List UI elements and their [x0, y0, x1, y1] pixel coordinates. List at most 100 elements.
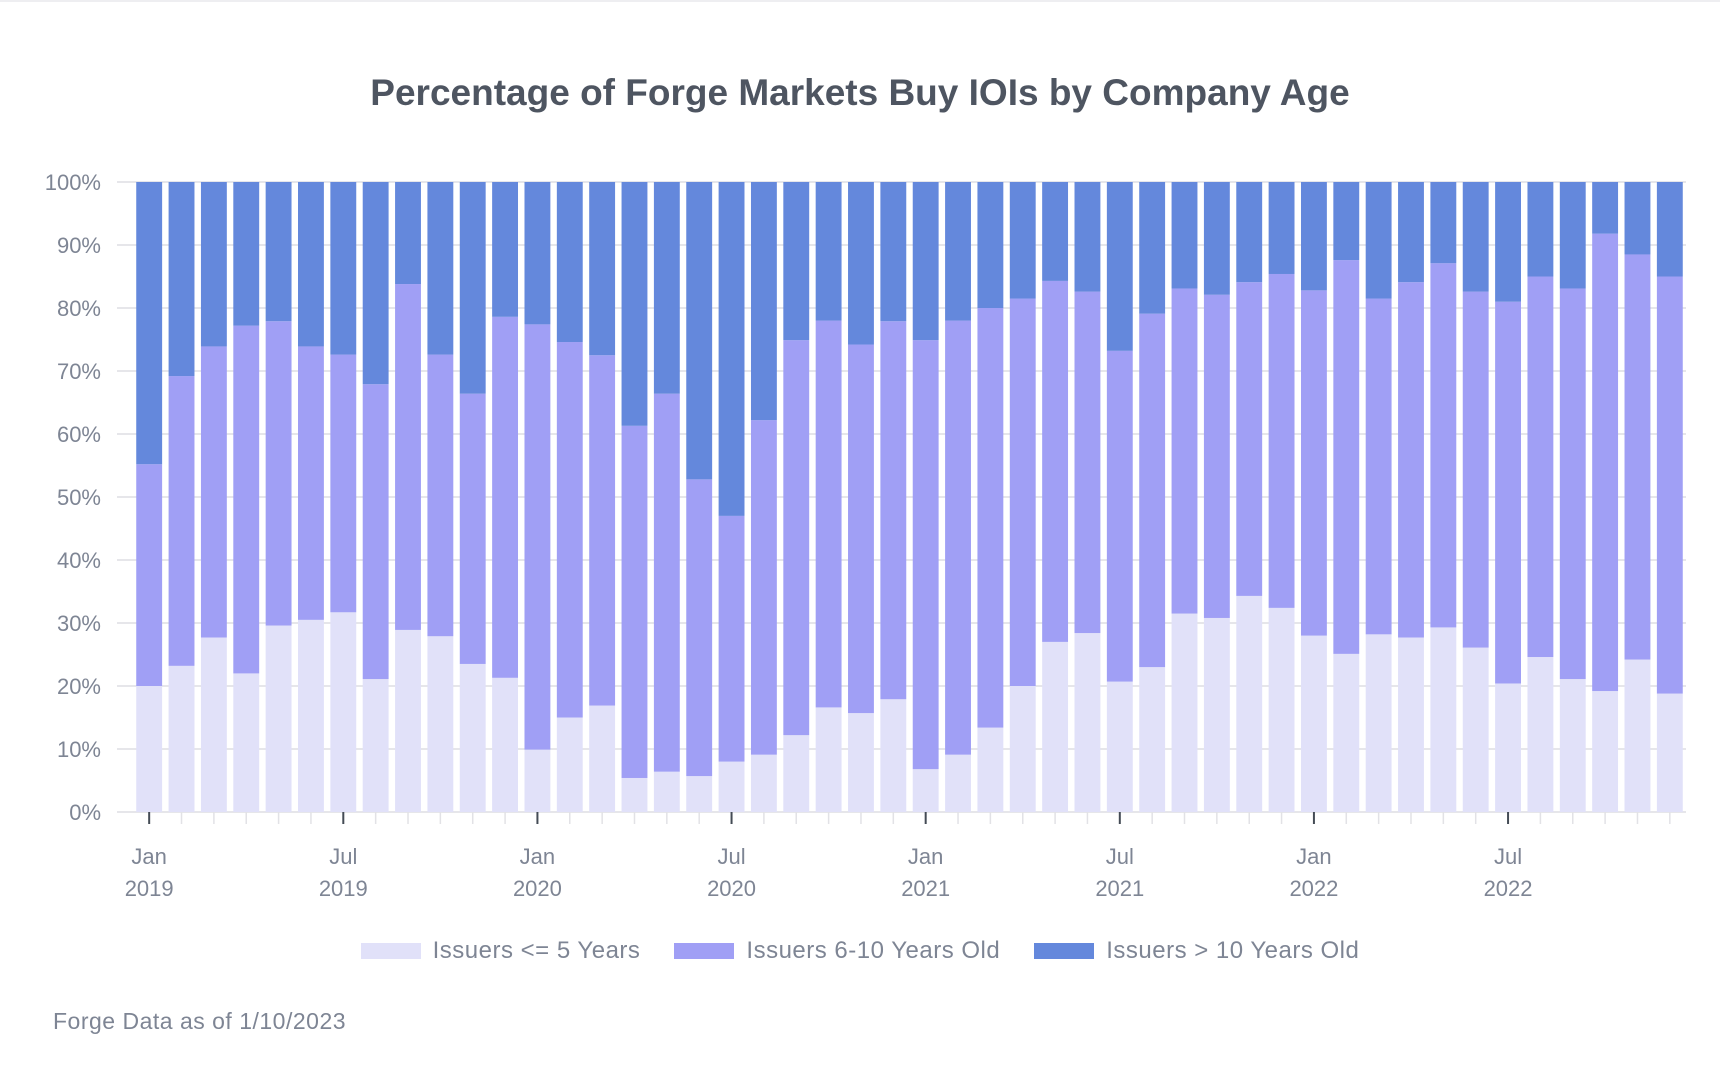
bar-segment-gt10[interactable] [945, 182, 971, 321]
bar-stack[interactable] [168, 182, 195, 812]
bar-stack[interactable] [1074, 182, 1101, 812]
bar-segment-gt10[interactable] [233, 182, 260, 326]
bar-segment-le5[interactable] [1106, 681, 1133, 812]
bar-stack[interactable] [1559, 182, 1586, 812]
bar-segment-gt10[interactable] [1333, 182, 1360, 261]
bar-stack[interactable] [1624, 182, 1651, 812]
bar-stack[interactable] [492, 182, 519, 812]
bar-segment-6to10[interactable] [200, 346, 227, 638]
bar-stack[interactable] [524, 182, 551, 812]
bar-segment-gt10[interactable] [815, 182, 842, 321]
bar-segment-6to10[interactable] [1106, 350, 1133, 682]
bar-segment-gt10[interactable] [783, 182, 810, 341]
bar-segment-6to10[interactable] [1236, 282, 1263, 596]
bar-segment-gt10[interactable] [1559, 182, 1586, 289]
bar-stack[interactable] [1203, 182, 1230, 812]
bar-segment-6to10[interactable] [265, 321, 292, 626]
bar-segment-gt10[interactable] [1656, 182, 1683, 277]
bar-stack[interactable] [621, 182, 648, 812]
bar-segment-gt10[interactable] [1495, 182, 1521, 302]
bar-segment-le5[interactable] [1300, 635, 1327, 812]
legend-item-6to10[interactable]: Issuers 6-10 Years Old [674, 937, 1000, 965]
bar-segment-le5[interactable] [362, 679, 389, 812]
bar-segment-gt10[interactable] [589, 182, 616, 356]
bar-segment-gt10[interactable] [718, 182, 745, 516]
bar-segment-gt10[interactable] [1171, 182, 1198, 289]
bar-stack[interactable] [1527, 182, 1554, 812]
bar-segment-gt10[interactable] [1300, 182, 1327, 291]
bar-segment-gt10[interactable] [1592, 182, 1619, 234]
bar-stack[interactable] [1592, 182, 1619, 812]
bar-segment-gt10[interactable] [168, 182, 195, 377]
bar-stack[interactable] [815, 182, 842, 812]
bar-segment-6to10[interactable] [977, 308, 1004, 728]
bar-segment-le5[interactable] [298, 619, 324, 812]
bar-stack[interactable] [1365, 182, 1392, 812]
bar-stack[interactable] [1300, 182, 1327, 812]
bar-segment-6to10[interactable] [1300, 290, 1327, 636]
bar-segment-6to10[interactable] [1430, 263, 1457, 628]
bar-segment-le5[interactable] [1656, 693, 1683, 812]
bar-segment-gt10[interactable] [880, 182, 907, 322]
bar-segment-le5[interactable] [556, 717, 583, 813]
bar-segment-le5[interactable] [395, 629, 421, 812]
bar-segment-6to10[interactable] [1624, 254, 1651, 660]
bar-stack[interactable] [1171, 182, 1198, 812]
bar-stack[interactable] [1462, 182, 1489, 812]
bar-segment-gt10[interactable] [621, 182, 648, 426]
bar-segment-gt10[interactable] [1624, 182, 1651, 255]
bar-stack[interactable] [395, 182, 421, 812]
bar-segment-le5[interactable] [1592, 691, 1619, 812]
bar-segment-6to10[interactable] [1656, 276, 1683, 694]
bar-segment-le5[interactable] [750, 754, 777, 812]
bar-segment-6to10[interactable] [1268, 273, 1295, 608]
bar-stack[interactable] [459, 182, 486, 812]
bar-stack[interactable] [718, 182, 745, 812]
bar-segment-6to10[interactable] [1009, 298, 1036, 686]
bar-segment-gt10[interactable] [1365, 182, 1392, 299]
bar-segment-gt10[interactable] [1042, 182, 1069, 281]
bar-stack[interactable] [1495, 182, 1521, 812]
bar-stack[interactable] [1009, 182, 1036, 812]
bar-stack[interactable] [1042, 182, 1069, 812]
bar-stack[interactable] [1236, 182, 1263, 812]
bar-stack[interactable] [1106, 182, 1133, 812]
bar-segment-6to10[interactable] [395, 284, 421, 630]
bar-segment-le5[interactable] [912, 769, 939, 812]
bar-segment-6to10[interactable] [653, 393, 680, 772]
bar-segment-6to10[interactable] [1139, 313, 1166, 668]
bar-segment-6to10[interactable] [1365, 298, 1392, 635]
bar-segment-gt10[interactable] [200, 182, 227, 347]
bar-stack[interactable] [912, 182, 939, 812]
bar-stack[interactable] [427, 182, 454, 812]
bar-segment-gt10[interactable] [395, 182, 421, 285]
bar-segment-le5[interactable] [1398, 637, 1424, 812]
bar-segment-le5[interactable] [200, 637, 227, 812]
bar-segment-le5[interactable] [783, 735, 810, 812]
bar-segment-gt10[interactable] [912, 182, 939, 341]
bar-stack[interactable] [233, 182, 260, 812]
bar-segment-6to10[interactable] [492, 316, 519, 678]
bar-segment-6to10[interactable] [1203, 294, 1230, 618]
bar-segment-gt10[interactable] [1398, 182, 1424, 283]
bar-segment-le5[interactable] [1139, 667, 1166, 812]
bar-segment-6to10[interactable] [330, 354, 357, 613]
bar-segment-6to10[interactable] [233, 325, 260, 674]
bar-segment-le5[interactable] [1268, 607, 1295, 812]
bar-segment-gt10[interactable] [1139, 182, 1166, 314]
bar-segment-6to10[interactable] [1559, 288, 1586, 680]
bar-segment-6to10[interactable] [750, 420, 777, 755]
bar-segment-le5[interactable] [880, 699, 907, 812]
bar-segment-6to10[interactable] [362, 384, 389, 680]
bar-segment-gt10[interactable] [492, 182, 519, 317]
bar-segment-gt10[interactable] [298, 182, 324, 347]
bar-segment-le5[interactable] [1527, 657, 1554, 812]
bar-segment-gt10[interactable] [1009, 182, 1036, 299]
bar-segment-gt10[interactable] [459, 182, 486, 394]
bar-segment-gt10[interactable] [524, 182, 551, 325]
bar-segment-le5[interactable] [330, 612, 357, 812]
bar-segment-le5[interactable] [686, 776, 713, 812]
bar-segment-le5[interactable] [427, 636, 454, 812]
legend-item-le5[interactable]: Issuers <= 5 Years [360, 937, 641, 965]
bar-segment-le5[interactable] [492, 677, 519, 812]
